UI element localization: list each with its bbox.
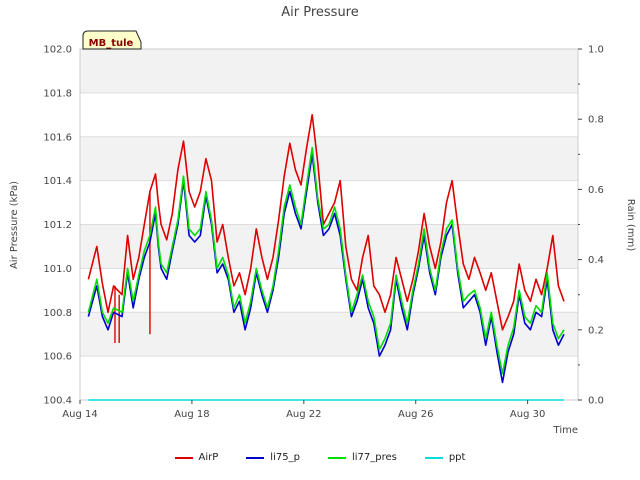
x-tick-label: Aug 26 (398, 409, 433, 420)
axes-layer: 100.4 100.6 100.8 101.0 101.2 101.4 101.6 101.8… (43, 45, 604, 421)
y-tick-label: 100.4 (43, 396, 72, 407)
x-axis-label: Time (553, 425, 578, 436)
y2-tick-label: 0.2 (588, 325, 604, 336)
legend-item-li75-p: li75_p (246, 452, 300, 463)
annotation-text: MB_tule (89, 38, 134, 49)
legend-swatch-li77-pres (327, 456, 346, 459)
y2-tick-label: 1.0 (588, 45, 604, 56)
legend-item-ppt: ppt (424, 452, 466, 463)
legend-label-airp: AirP (198, 452, 219, 463)
y-tick-label: 101.6 (43, 132, 72, 143)
y-tick-label: 101.2 (43, 220, 72, 231)
legend-swatch-li75-p (246, 456, 265, 459)
y2-tick-label: 0.4 (588, 255, 604, 266)
background-band (80, 136, 578, 181)
y-tick-label: 102.0 (43, 45, 72, 56)
y2-axis-label: Rain (mm) (625, 199, 636, 252)
legend-label-li77-pres: li77_pres (351, 452, 397, 463)
y2-tick-label: 0.6 (588, 185, 604, 196)
x-tick-label: Aug 14 (62, 409, 97, 420)
series-layer (87, 114, 565, 401)
background-band (80, 312, 578, 357)
legend-swatch-ppt (424, 456, 443, 459)
y2-tick-label: 0.0 (588, 396, 604, 407)
legend-swatch-airp (174, 456, 193, 459)
y2-tick-label: 0.8 (588, 115, 604, 126)
legend: AirP li75_p li77_pres ppt (0, 452, 640, 463)
y-tick-label: 100.6 (43, 352, 72, 363)
annotation-box: MB_tule (82, 30, 142, 50)
chart-title: Air Pressure (281, 5, 359, 20)
legend-label-li75-p: li75_p (270, 452, 300, 463)
x-tick-label: Aug 30 (510, 409, 545, 420)
x-tick-label: Aug 18 (174, 409, 209, 420)
x-tick-label: Aug 22 (286, 409, 321, 420)
background-band (80, 49, 578, 93)
background-band (80, 224, 578, 269)
y-tick-label: 101.0 (43, 264, 72, 275)
legend-item-airp: AirP (174, 452, 219, 463)
y-tick-label: 100.8 (43, 308, 72, 319)
y-tick-label: 101.4 (43, 176, 72, 187)
series-line-li77-pres (87, 146, 565, 375)
series-line-airp (87, 114, 565, 331)
y-tick-label: 101.8 (43, 88, 72, 99)
legend-item-li77-pres: li77_pres (327, 452, 397, 463)
annotation-box-shape (82, 30, 142, 50)
series-line-li75-p (87, 153, 565, 384)
legend-label-ppt: ppt (448, 452, 466, 463)
y-axis-label: Air Pressure (kPa) (9, 181, 20, 269)
